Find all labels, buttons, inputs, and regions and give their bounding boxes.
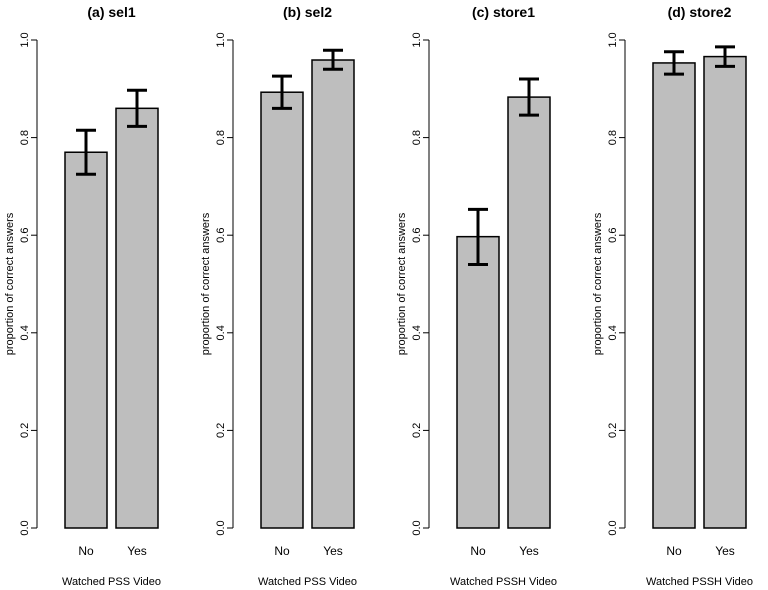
x-axis-label: Watched PSS Video <box>62 576 161 588</box>
y-tick-label: 0.2 <box>411 423 423 438</box>
x-category-label: No <box>666 544 682 558</box>
y-tick-label: 0.0 <box>607 520 619 535</box>
x-category-label: Yes <box>127 544 147 558</box>
y-tick-label: 0.2 <box>607 423 619 438</box>
bar-no <box>652 62 696 529</box>
chart-panel-3: (c) store1 0.0 0.2 0.4 0.6 0.8 1.0 proportion o… <box>396 4 557 588</box>
y-axis-label: proportion of correct answers <box>4 212 16 355</box>
x-category-label: No <box>470 544 486 558</box>
y-tick-label: 0.2 <box>19 423 31 438</box>
chart-title: (c) store1 <box>472 4 535 20</box>
y-axis-label: proportion of correct answers <box>200 212 212 355</box>
x-axis-label: Watched PSSH Video <box>646 576 753 588</box>
y-tick-label: 0.6 <box>411 228 423 243</box>
chart-panel-2: (b) sel2 0.0 0.2 0.4 0.6 0.8 1.0 proportion of … <box>200 4 357 588</box>
y-tick-label: 1.0 <box>19 32 31 47</box>
x-axis-label: Watched PSSH Video <box>450 576 557 588</box>
y-tick-label: 1.0 <box>215 32 227 47</box>
bar-yes <box>507 96 551 529</box>
y-tick-label: 0.6 <box>19 228 31 243</box>
y-tick-label: 0.8 <box>607 130 619 145</box>
y-tick-label: 0.6 <box>215 228 227 243</box>
y-tick-label: 1.0 <box>607 32 619 47</box>
bar-yes <box>115 107 159 529</box>
y-tick-label: 0.4 <box>411 325 423 340</box>
x-category-label: Yes <box>715 544 735 558</box>
y-tick-label: 0.4 <box>19 325 31 340</box>
bar-yes <box>311 59 355 529</box>
y-tick-label: 0.8 <box>19 130 31 145</box>
chart-panel-4: (d) store2 0.0 0.2 0.4 0.6 0.8 1.0 proportion o… <box>592 4 753 588</box>
y-axis-label: proportion of correct answers <box>396 212 408 355</box>
x-category-label: No <box>78 544 94 558</box>
chart-title: (b) sel2 <box>283 4 332 20</box>
x-axis-label: Watched PSS Video <box>258 576 357 588</box>
bar-no <box>64 151 108 529</box>
chart-title: (d) store2 <box>668 4 732 20</box>
y-axis-label: proportion of correct answers <box>592 212 604 355</box>
y-tick-label: 0.4 <box>215 325 227 340</box>
x-category-label: Yes <box>519 544 539 558</box>
chart-title: (a) sel1 <box>87 4 135 20</box>
x-category-label: Yes <box>323 544 343 558</box>
y-tick-label: 0.2 <box>215 423 227 438</box>
y-tick-label: 0.6 <box>607 228 619 243</box>
y-tick-label: 0.8 <box>411 130 423 145</box>
bar-yes <box>703 55 747 529</box>
y-tick-label: 0.0 <box>215 520 227 535</box>
x-category-label: No <box>274 544 290 558</box>
bar-no <box>260 91 304 529</box>
y-tick-label: 0.0 <box>411 520 423 535</box>
y-tick-label: 0.4 <box>607 325 619 340</box>
y-tick-label: 0.8 <box>215 130 227 145</box>
y-tick-label: 1.0 <box>411 32 423 47</box>
bar-no <box>456 235 500 529</box>
chart-panel-1: (a) sel1 0.0 0.2 0.4 0.6 0.8 1.0 proportion of … <box>4 4 161 588</box>
y-tick-label: 0.0 <box>19 520 31 535</box>
